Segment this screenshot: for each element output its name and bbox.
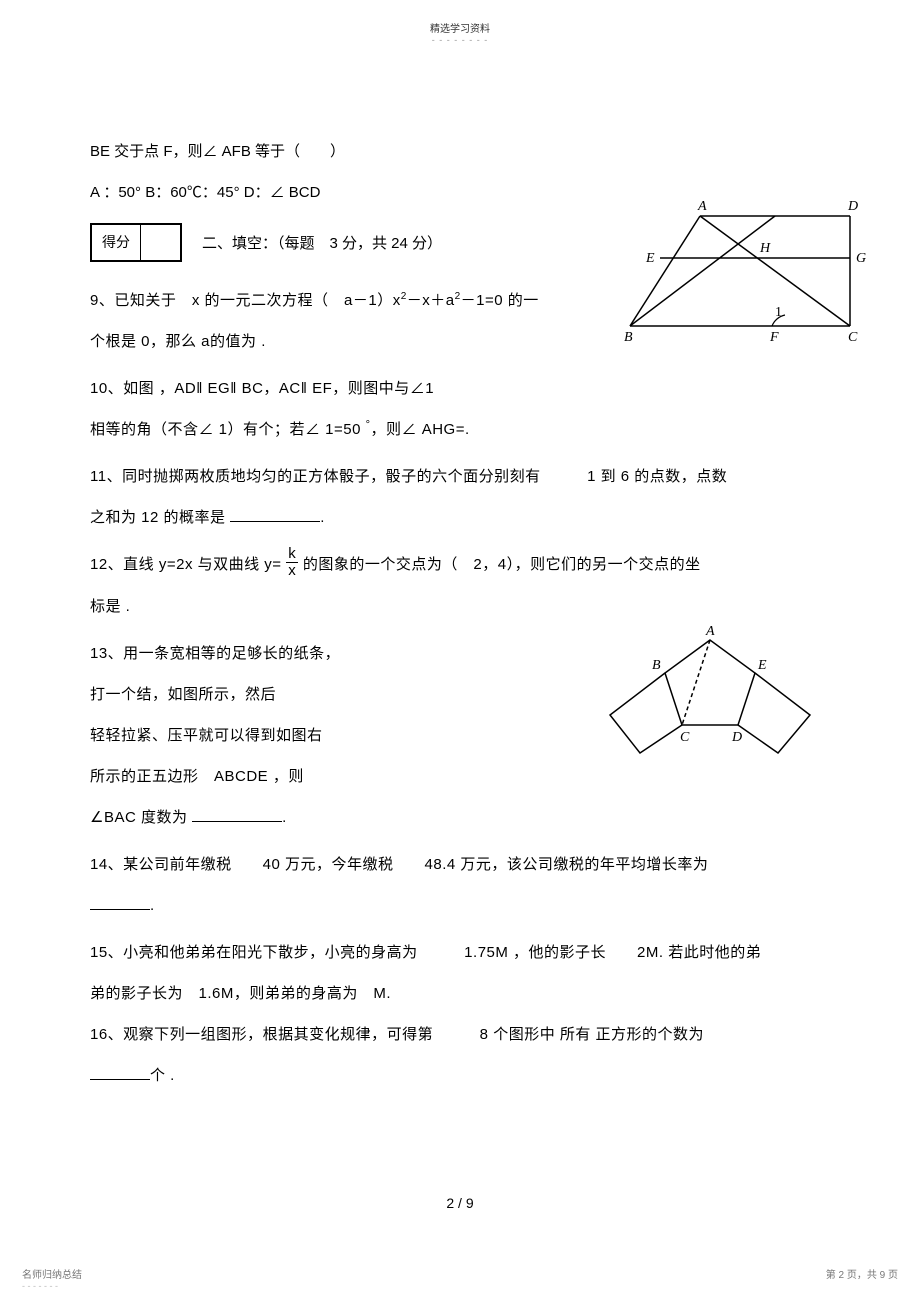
fig1-label-E: E [645,251,655,266]
footer-right: 第 2 页，共 9 页 [826,1266,898,1281]
section2-title: 二、填空：（每题 3 分，共 24 分） [202,227,442,266]
fig1-label-F: F [769,330,779,345]
fig1-label-B: B [624,330,633,345]
q13-l5a: ∠BAC 度数为 [90,809,192,826]
fig1-label-H: H [759,241,771,256]
q14-line2: . [90,889,830,922]
q12-line1: 12、直线 y=2x 与双曲线 y= k x 的图象的一个交点为（ 2，4），则… [90,548,830,582]
score-label-cell: 得分 [92,225,141,261]
q14-blank [90,896,150,910]
figure-q10: A D E H G B F C 1 [620,196,880,346]
q16-blank [90,1066,150,1080]
q9-text-b: －x＋a [407,292,455,309]
q10-line2: 相等的角（不含∠ 1）有个；若∠ 1=50 °，则∠ AHG=. [90,413,830,446]
header-dots: - - - - - - - - [0,35,920,45]
fig1-label-A: A [697,199,707,214]
footer-left-dots: - - - - - - - [22,1281,58,1291]
q11-line1: 11、同时抛掷两枚质地均匀的正方体骰子，骰子的六个面分别刻有 1 到 6 的点数… [90,460,830,493]
q11-line2a: 之和为 12 的概率是 [90,509,230,526]
q14-line2b: . [150,897,155,914]
q12-frac-num: k [286,546,298,564]
q13-l5b: . [282,809,287,826]
footer-left: 名师归纳总结 [22,1266,82,1281]
q-continued-line1: BE 交于点 F，则∠ AFB 等于（ ） [90,135,830,168]
q15-line1: 15、小亮和他弟弟在阳光下散步，小亮的身高为 1.75M ，他的影子长 2M. … [90,936,830,969]
q13-blank [192,808,282,822]
fig2-label-A: A [705,625,715,639]
fig2-label-B: B [652,658,661,673]
score-value-cell [141,225,181,261]
fig2-label-D: D [731,730,742,745]
q15-line2: 弟的影子长为 1.6M，则弟弟的身高为 M. [90,977,830,1010]
q10-line2a: 相等的角（不含∠ 1）有个；若∠ 1=50 [90,421,366,438]
q9-text-c: －1=0 的一 [461,292,539,309]
fig1-label-G: G [856,251,866,266]
q12-frac-den: x [286,563,298,580]
figure-q13: A B E C D [600,625,820,765]
header-small-title: 精选学习资料 [0,0,920,35]
q9-text-a: 9、已知关于 x 的一元二次方程（ a－1）x [90,292,401,309]
q10-line2b: ，则∠ AHG=. [371,421,470,438]
fig2-label-E: E [757,658,767,673]
q13-l5: ∠BAC 度数为 . [90,801,830,834]
q16-line2b: 个 . [150,1067,175,1084]
q16-line2: 个 . [90,1059,830,1092]
q10-line1: 10、如图 ，AD‖ EG‖ BC，AC‖ EF，则图中与∠1 [90,372,830,405]
q12-post: 的图象的一个交点为（ 2，4），则它们的另一个交点的坐 [303,556,701,573]
q12-fraction: k x [286,546,298,580]
page-number: 2 / 9 [0,1195,920,1211]
q16-line1: 16、观察下列一组图形，根据其变化规律，可得第 8 个图形中 所有 正方形的个数… [90,1018,830,1051]
q12-line2: 标是 . [90,590,830,623]
q11-blank [230,508,320,522]
fig1-label-C: C [848,330,858,345]
fig2-label-C: C [680,730,690,745]
fig1-label-1: 1 [775,305,782,320]
q11-line2: 之和为 12 的概率是 . [90,501,830,534]
fig1-label-D: D [847,199,858,214]
q11-line2b: . [320,509,325,526]
q12-pre: 12、直线 y=2x 与双曲线 y= [90,556,286,573]
q14-line1: 14、某公司前年缴税 40 万元，今年缴税 48.4 万元，该公司缴税的年平均增… [90,848,830,881]
score-box: 得分 [90,223,182,262]
